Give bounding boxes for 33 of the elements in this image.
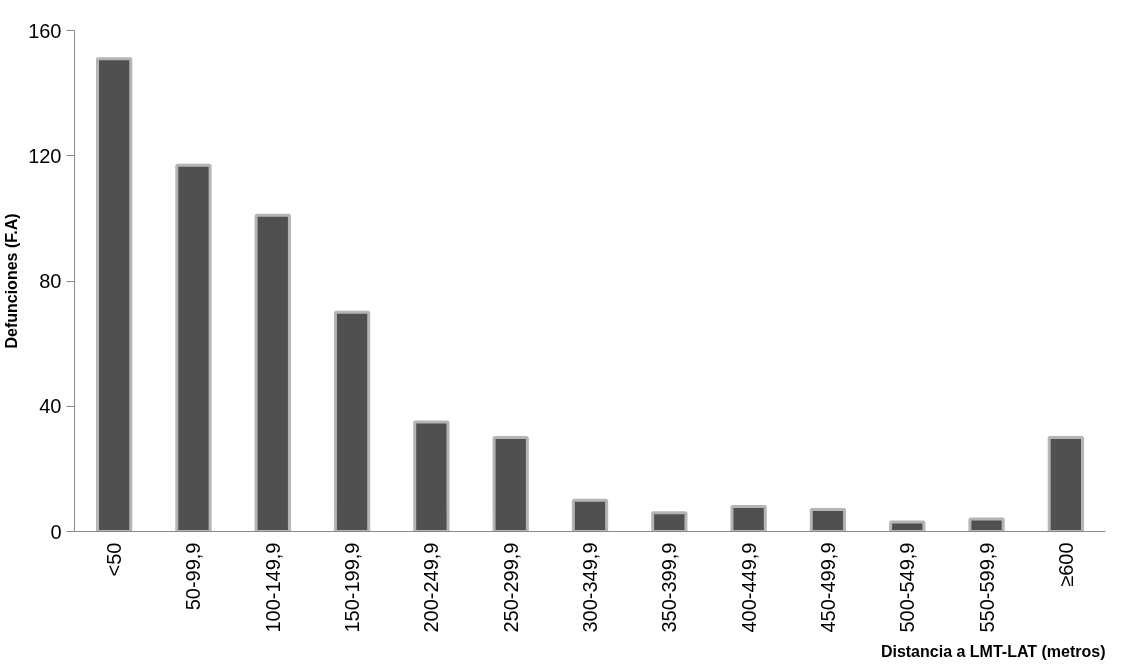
- bar: [175, 163, 212, 532]
- y-tick-label: 0: [50, 520, 62, 543]
- x-tick-label: 200-249,9: [420, 542, 443, 633]
- bar: [730, 504, 767, 532]
- y-axis-title: Defunciones (F.A): [3, 213, 21, 349]
- bar: [96, 57, 133, 532]
- bar: [492, 436, 529, 532]
- y-tick-label: 120: [28, 144, 62, 167]
- bar: [254, 213, 291, 532]
- x-tick-label: 400-449,9: [737, 542, 760, 633]
- y-tick-label: 160: [28, 19, 62, 42]
- y-tick-label: 80: [39, 270, 62, 292]
- bar: [889, 520, 926, 532]
- x-tick-label: 500-549,9: [896, 542, 919, 633]
- y-tick-label: 40: [39, 395, 62, 418]
- x-tick-label: <50: [103, 542, 126, 577]
- x-tick-label: 450-499,9: [816, 542, 839, 633]
- bar: [571, 498, 609, 532]
- x-tick-label: 50-99,9: [182, 542, 205, 611]
- x-tick-label: 250-299,9: [499, 542, 522, 633]
- bar: [413, 420, 450, 532]
- bar: [1047, 436, 1084, 532]
- bar: [968, 517, 1005, 532]
- x-tick-label: 550-599,9: [975, 542, 998, 633]
- bar: [333, 310, 371, 532]
- bar: [809, 508, 847, 532]
- x-tick-label: 350-399,9: [658, 542, 681, 633]
- x-axis-title: Distancia a LMT-LAT (metros): [880, 642, 1106, 660]
- x-tick-label: 100-149,9: [261, 542, 284, 633]
- x-tick-label: 300-349,9: [579, 542, 601, 633]
- x-tick-label: 150-199,9: [341, 542, 364, 633]
- x-tick-label: ≥600: [1054, 542, 1077, 587]
- bar: [651, 511, 688, 532]
